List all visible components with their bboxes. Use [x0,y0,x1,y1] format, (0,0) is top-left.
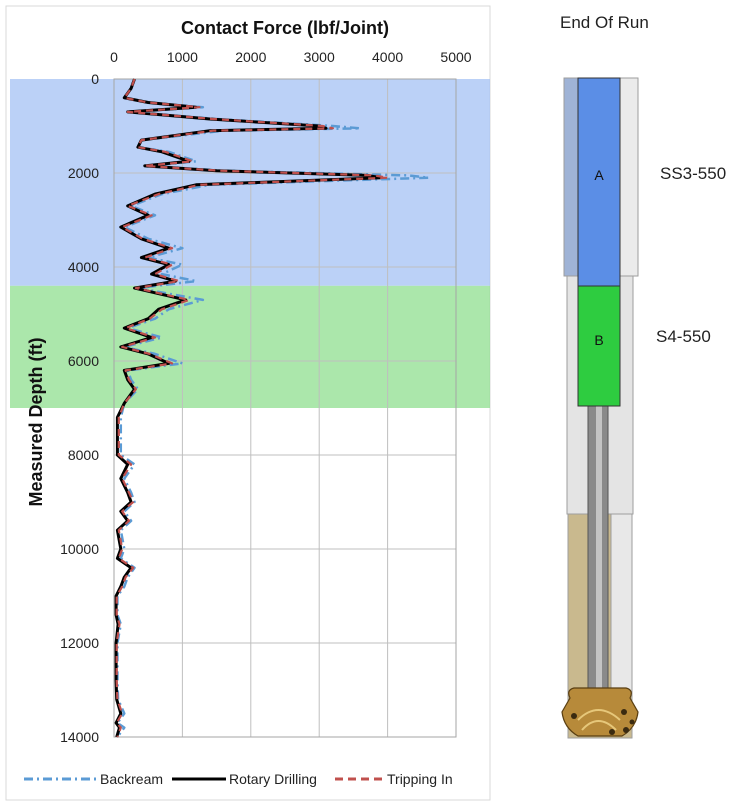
y-tick-label: 0 [91,71,99,87]
upper-sleeve-shadow [563,77,579,277]
segment-b-name: S4-550 [656,327,711,346]
segment-a-name: SS3-550 [660,164,726,183]
y-tick-label: 6000 [68,353,99,369]
x-tick-label: 3000 [304,49,335,65]
bha-diagram: End Of Run A B SS3-550 S4-550 [560,13,726,739]
x-tick-label: 4000 [372,49,403,65]
x-tick-label: 1000 [167,49,198,65]
x-tick-label: 2000 [235,49,266,65]
y-tick-label: 8000 [68,447,99,463]
series-lines [114,78,430,738]
plot-border [113,78,457,738]
legend: Backream Rotary Drilling Tripping In [24,771,453,787]
drill-bit-icon [561,687,639,737]
x-tick-label: 5000 [440,49,471,65]
y-tick-label: 10000 [60,541,99,557]
y-axis-title: Measured Depth (ft) [26,337,46,506]
depth-bands [10,79,490,408]
segment-a [577,77,621,287]
drill-pipe-highlight [596,406,602,698]
x-tick-label: 0 [110,49,118,65]
legend-label-backream: Backream [100,771,163,787]
y-tick-label: 14000 [60,729,99,745]
depth-band-2 [10,285,490,408]
lower-sleeve-right [610,513,633,695]
legend-label-rotary-drilling: Rotary Drilling [229,771,317,787]
y-tick-label: 2000 [68,165,99,181]
diagram-title: End Of Run [560,13,649,32]
segment-b [577,285,621,407]
y-tick-label: 12000 [60,635,99,651]
series-line-tripping-in [115,78,389,738]
gridlines [113,78,457,738]
x-axis-title: Contact Force (lbf/Joint) [181,18,389,38]
tick-labels: 0 1000 2000 3000 4000 5000 0 2000 4000 6000 8000 10… [60,49,472,745]
y-tick-label: 4000 [68,259,99,275]
segment-b-letter: B [594,332,603,348]
segment-a-letter: A [594,167,604,183]
legend-label-tripping-in: Tripping In [387,771,453,787]
